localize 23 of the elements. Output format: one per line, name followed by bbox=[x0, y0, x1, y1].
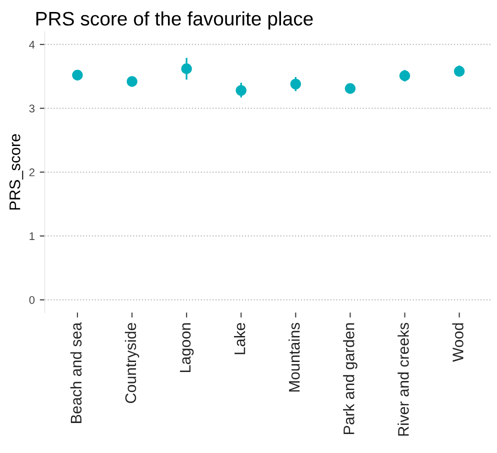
point bbox=[454, 66, 465, 77]
point bbox=[344, 83, 356, 94]
x-tick-label: Beach and sea bbox=[70, 322, 82, 423]
y-tick-label: 2 bbox=[29, 168, 34, 176]
point bbox=[290, 78, 302, 90]
point bbox=[126, 76, 138, 87]
y-axis-title: PRS_score bbox=[9, 134, 24, 210]
x-tick-label: Lake bbox=[234, 322, 246, 354]
point bbox=[236, 85, 246, 96]
x-tick-label: Lagoon bbox=[180, 323, 194, 372]
x-tick-label: Mountains bbox=[288, 322, 300, 392]
point bbox=[399, 70, 410, 82]
chart-title: PRS score of the favourite place bbox=[36, 11, 313, 30]
x-tick-label: Wood bbox=[452, 323, 464, 362]
y-tick-label: 3 bbox=[29, 104, 35, 112]
x-tick-label: Countryside bbox=[124, 322, 140, 404]
x-tick-label: Park and garden bbox=[343, 323, 358, 434]
y-tick-label: 4 bbox=[29, 40, 35, 48]
y-tick-label: 0 bbox=[29, 296, 35, 304]
point bbox=[72, 70, 83, 80]
x-tick-label: River and creeks bbox=[398, 322, 409, 436]
y-tick-label: 1 bbox=[30, 232, 34, 240]
point bbox=[181, 63, 192, 74]
